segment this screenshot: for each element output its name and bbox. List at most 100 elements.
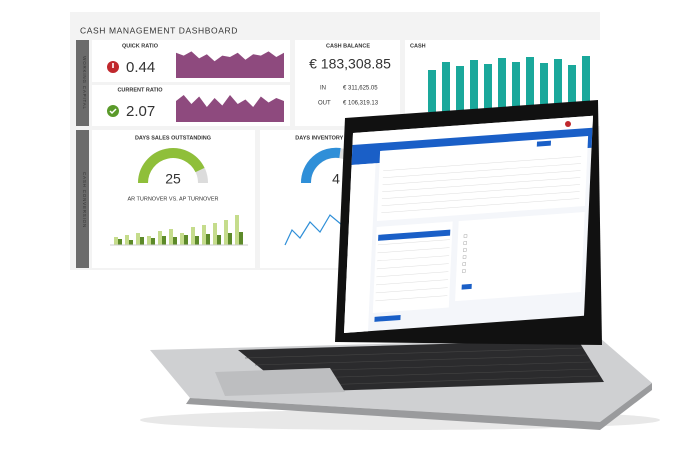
bar-dark bbox=[151, 238, 155, 245]
kpi-value: € 183,308.85 bbox=[309, 56, 391, 72]
cash-bar bbox=[526, 57, 534, 112]
table-header bbox=[378, 229, 451, 241]
in-value: € 311,625.05 bbox=[343, 86, 378, 92]
trackpad bbox=[215, 368, 345, 396]
gauge-fill bbox=[300, 147, 341, 184]
button bbox=[374, 314, 401, 322]
sparkline-area bbox=[176, 51, 284, 78]
bar-dark bbox=[184, 235, 188, 245]
table-row bbox=[375, 287, 448, 294]
gauge-value: 4 bbox=[332, 171, 340, 187]
table-row bbox=[381, 191, 580, 206]
kpi-value: 0.44 bbox=[126, 59, 155, 76]
bar-dark bbox=[129, 240, 133, 245]
key-row bbox=[244, 347, 583, 359]
cash-bar bbox=[442, 62, 450, 112]
checkbox bbox=[462, 255, 467, 259]
table-row bbox=[376, 271, 449, 278]
button bbox=[536, 140, 552, 147]
cash-bar bbox=[456, 66, 464, 112]
kpi-value: 2.07 bbox=[126, 103, 155, 120]
texts: WORKING CAPITAL CASH CONVERSION QUICK RA… bbox=[82, 43, 426, 228]
table-row bbox=[382, 177, 581, 192]
table-row bbox=[377, 239, 450, 246]
bar-light bbox=[147, 236, 151, 245]
kpi-label: CURRENT RATIO bbox=[117, 87, 163, 93]
cash-bar bbox=[582, 56, 590, 112]
side-bar bbox=[76, 40, 89, 126]
table-row bbox=[375, 295, 448, 302]
out-label: OUT bbox=[318, 101, 331, 107]
bar-dark bbox=[228, 233, 232, 245]
check-mark bbox=[109, 108, 117, 115]
bar-dark bbox=[239, 232, 243, 245]
laptop-base-edge bbox=[186, 383, 652, 430]
bar-light bbox=[213, 223, 217, 245]
table-row bbox=[381, 184, 580, 199]
bar-dark bbox=[173, 237, 177, 245]
table-row bbox=[383, 156, 582, 171]
side-bar bbox=[76, 130, 89, 268]
in-label: IN bbox=[320, 86, 326, 92]
panel-label: DAYS SALES OUTSTANDING bbox=[135, 135, 211, 141]
cash-bar bbox=[484, 64, 492, 112]
bar-dark bbox=[217, 235, 221, 245]
kpi-label: QUICK RATIO bbox=[122, 43, 159, 49]
panel bbox=[295, 40, 400, 126]
trend-line bbox=[284, 214, 343, 246]
card bbox=[455, 212, 585, 302]
checkbox bbox=[463, 248, 467, 252]
bar-light bbox=[125, 235, 129, 245]
bar-dark bbox=[162, 236, 166, 245]
bar-dark bbox=[140, 237, 144, 245]
cash-bar bbox=[498, 58, 506, 112]
screen bbox=[343, 115, 593, 333]
checkbox bbox=[462, 269, 466, 273]
cash-bar bbox=[568, 65, 576, 112]
panel-label: CASH bbox=[410, 43, 426, 49]
checkbox bbox=[462, 262, 466, 266]
table-row bbox=[382, 163, 581, 178]
bar-light bbox=[169, 229, 173, 245]
side-label: WORKING CAPITAL bbox=[82, 56, 87, 110]
bar-light bbox=[202, 225, 206, 245]
table-row bbox=[377, 247, 450, 254]
decorations bbox=[76, 40, 600, 268]
alert-mark bbox=[112, 63, 114, 68]
panel-label: DAYS INVENTORY OUTSTANDING bbox=[295, 135, 384, 141]
bar-light bbox=[136, 233, 140, 245]
table-row bbox=[376, 263, 449, 270]
avatar bbox=[565, 121, 571, 127]
table-row bbox=[381, 198, 580, 213]
cash-bar bbox=[540, 63, 548, 112]
gauge-value: 25 bbox=[165, 171, 181, 187]
checkbox bbox=[463, 241, 467, 245]
table-row bbox=[376, 279, 449, 286]
bar-dark bbox=[206, 234, 210, 245]
sidebar bbox=[343, 163, 376, 333]
bar-dark bbox=[118, 239, 122, 245]
bar-light bbox=[235, 215, 239, 245]
cash-bar bbox=[554, 59, 562, 112]
bar-light bbox=[224, 220, 228, 245]
out-value: € 106,319.13 bbox=[343, 101, 379, 107]
button bbox=[461, 283, 472, 290]
checkbox bbox=[463, 234, 468, 238]
chart-subtitle: AR TURNOVER VS. AP TURNOVER bbox=[127, 196, 218, 202]
side-label: CASH CONVERSION bbox=[82, 172, 87, 228]
key-row bbox=[254, 354, 587, 366]
cash-bar bbox=[428, 70, 436, 112]
laptop bbox=[140, 100, 660, 430]
bar-light bbox=[180, 233, 184, 245]
dashboard-title: CASH MANAGEMENT DASHBOARD bbox=[80, 25, 238, 35]
card bbox=[372, 221, 453, 313]
kpi-label: CASH BALANCE bbox=[326, 43, 370, 49]
top-bar bbox=[352, 115, 593, 145]
bar-light bbox=[191, 227, 195, 245]
cash-bar bbox=[470, 60, 478, 112]
sparkline-area bbox=[176, 95, 284, 122]
table-row bbox=[377, 255, 450, 262]
bar-light bbox=[114, 237, 118, 245]
bar-light bbox=[158, 231, 162, 245]
